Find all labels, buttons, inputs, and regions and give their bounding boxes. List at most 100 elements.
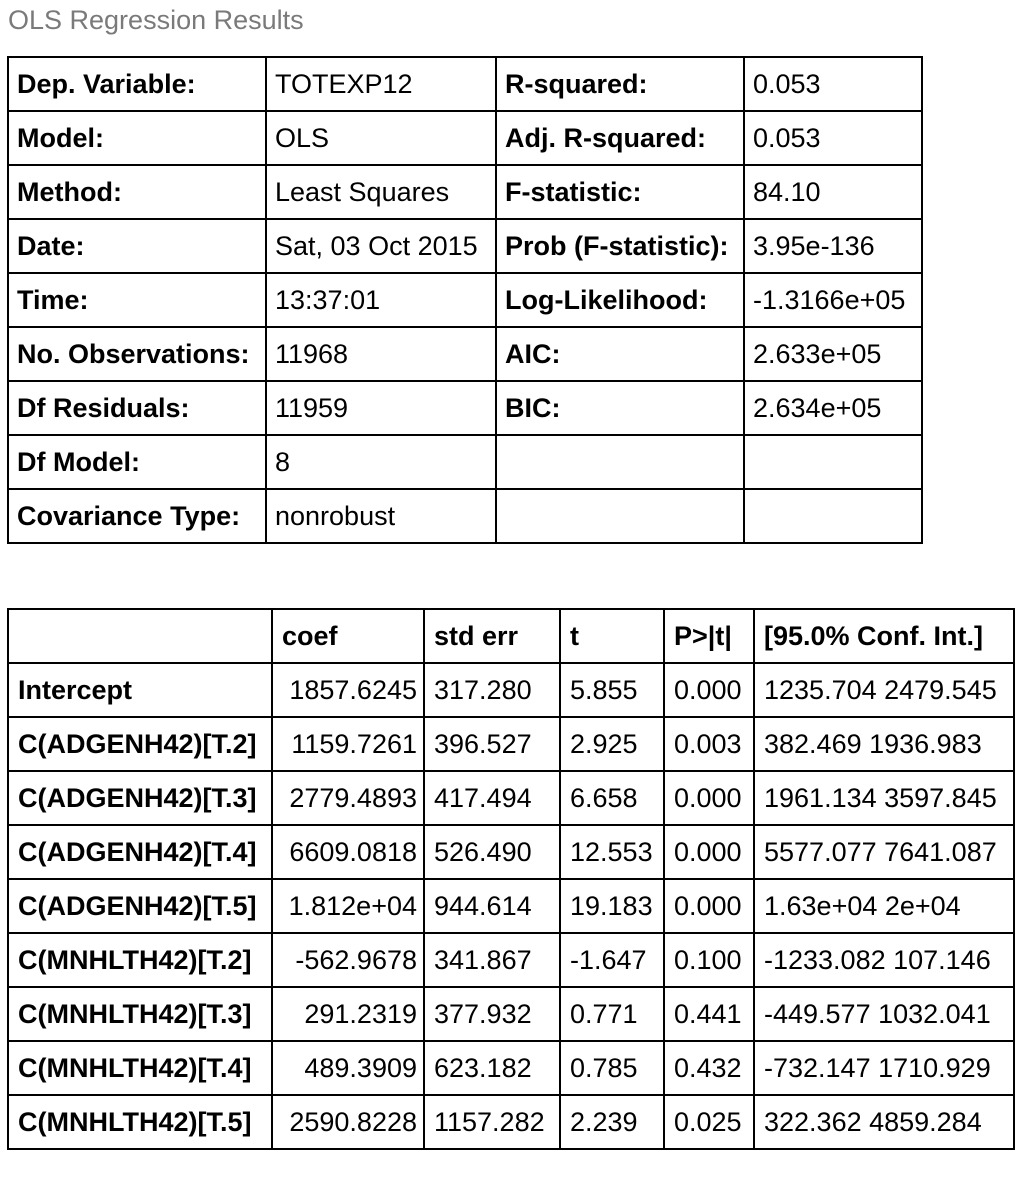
p-value: 0.000: [663, 662, 755, 718]
coef-row: Intercept 1857.6245 317.280 5.855 0.000 1235.…: [7, 662, 1015, 718]
term-name: C(MNHLTH42)[T.3]: [7, 986, 273, 1042]
std-err-value: 377.932: [423, 986, 561, 1042]
conf-int-value: 322.362 4859.284: [753, 1094, 1015, 1150]
coef-value: 2590.8228: [271, 1094, 425, 1150]
summary-label: Adj. R-squared:: [495, 110, 745, 166]
summary-label: Prob (F-statistic):: [495, 218, 745, 274]
term-name: C(MNHLTH42)[T.2]: [7, 932, 273, 988]
summary-value: 84.10: [743, 164, 923, 220]
conf-int-value: 382.469 1936.983: [753, 716, 1015, 772]
std-err-value: 944.614: [423, 878, 561, 934]
conf-int-value: 1961.134 3597.845: [753, 770, 1015, 826]
coef-row: C(ADGENH42)[T.5] 1.812e+04 944.614 19.183 0.…: [7, 878, 1015, 934]
summary-value: [743, 488, 923, 544]
summary-value: TOTEXP12: [265, 56, 497, 112]
summary-label: Dep. Variable:: [7, 56, 267, 112]
conf-int-value: 1235.704 2479.545: [753, 662, 1015, 718]
t-value: 5.855: [559, 662, 665, 718]
summary-label: Time:: [7, 272, 267, 328]
p-value: 0.003: [663, 716, 755, 772]
p-value: 0.432: [663, 1040, 755, 1096]
summary-value: Sat, 03 Oct 2015: [265, 218, 497, 274]
term-name: C(MNHLTH42)[T.4]: [7, 1040, 273, 1096]
summary-label: BIC:: [495, 380, 745, 436]
term-name: Intercept: [7, 662, 273, 718]
summary-label: AIC:: [495, 326, 745, 382]
p-value: 0.000: [663, 878, 755, 934]
coef-value: 6609.0818: [271, 824, 425, 880]
std-err-value: 317.280: [423, 662, 561, 718]
coefficients-table: coef std err t P>|t| [95.0% Conf. Int.] Inte…: [7, 608, 1015, 1150]
summary-row: Method: Least Squares F-statistic: 84.10: [7, 164, 923, 220]
t-value: 6.658: [559, 770, 665, 826]
coef-row: C(MNHLTH42)[T.5] 2590.8228 1157.282 2.239 0.…: [7, 1094, 1015, 1150]
coef-value: 1159.7261: [271, 716, 425, 772]
table-caption: OLS Regression Results: [8, 5, 304, 35]
summary-label: Df Model:: [7, 434, 267, 490]
p-value: 0.441: [663, 986, 755, 1042]
t-value: 2.239: [559, 1094, 665, 1150]
summary-label: [495, 434, 745, 490]
term-name: C(ADGENH42)[T.2]: [7, 716, 273, 772]
std-err-value: 526.490: [423, 824, 561, 880]
coef-row: C(MNHLTH42)[T.3] 291.2319 377.932 0.771 0.44…: [7, 986, 1015, 1042]
summary-value: [743, 434, 923, 490]
column-header: coef: [271, 608, 425, 664]
conf-int-value: -732.147 1710.929: [753, 1040, 1015, 1096]
coef-value: 1.812e+04: [271, 878, 425, 934]
summary-row: Date: Sat, 03 Oct 2015 Prob (F-statistic):…: [7, 218, 923, 274]
summary-label: R-squared:: [495, 56, 745, 112]
column-header: [95.0% Conf. Int.]: [753, 608, 1015, 664]
conf-int-value: -1233.082 107.146: [753, 932, 1015, 988]
summary-value: Least Squares: [265, 164, 497, 220]
column-header: P>|t|: [663, 608, 755, 664]
coef-row: C(MNHLTH42)[T.4] 489.3909 623.182 0.785 0.43…: [7, 1040, 1015, 1096]
coef-value: -562.9678: [271, 932, 425, 988]
coef-row: C(ADGENH42)[T.4] 6609.0818 526.490 12.553 0.…: [7, 824, 1015, 880]
coef-row: C(MNHLTH42)[T.2] -562.9678 341.867 -1.647 0.…: [7, 932, 1015, 988]
summary-value: 0.053: [743, 110, 923, 166]
coef-header-row: coef std err t P>|t| [95.0% Conf. Int.]: [7, 608, 1015, 664]
summary-row: Covariance Type: nonrobust: [7, 488, 923, 544]
summary-row: No. Observations: 11968 AIC: 2.633e+05: [7, 326, 923, 382]
p-value: 0.025: [663, 1094, 755, 1150]
coef-value: 291.2319: [271, 986, 425, 1042]
summary-row: Dep. Variable: TOTEXP12 R-squared: 0.053: [7, 56, 923, 112]
column-header: t: [559, 608, 665, 664]
summary-row: Df Model: 8: [7, 434, 923, 490]
t-value: 2.925: [559, 716, 665, 772]
std-err-value: 623.182: [423, 1040, 561, 1096]
t-value: 19.183: [559, 878, 665, 934]
summary-value: 8: [265, 434, 497, 490]
term-name: C(ADGENH42)[T.3]: [7, 770, 273, 826]
summary-value: 2.633e+05: [743, 326, 923, 382]
summary-value: -1.3166e+05: [743, 272, 923, 328]
summary-row: Model: OLS Adj. R-squared: 0.053: [7, 110, 923, 166]
summary-value: 13:37:01: [265, 272, 497, 328]
summary-label: Log-Likelihood:: [495, 272, 745, 328]
summary-label: Method:: [7, 164, 267, 220]
summary-row: Time: 13:37:01 Log-Likelihood: -1.3166e+05: [7, 272, 923, 328]
std-err-value: 1157.282: [423, 1094, 561, 1150]
summary-value: 11968: [265, 326, 497, 382]
conf-int-value: 5577.077 7641.087: [753, 824, 1015, 880]
conf-int-value: -449.577 1032.041: [753, 986, 1015, 1042]
column-header: [7, 608, 273, 664]
summary-label: Model:: [7, 110, 267, 166]
summary-label: F-statistic:: [495, 164, 745, 220]
coef-value: 2779.4893: [271, 770, 425, 826]
std-err-value: 396.527: [423, 716, 561, 772]
term-name: C(MNHLTH42)[T.5]: [7, 1094, 273, 1150]
t-value: 12.553: [559, 824, 665, 880]
p-value: 0.000: [663, 770, 755, 826]
summary-value: 2.634e+05: [743, 380, 923, 436]
std-err-value: 417.494: [423, 770, 561, 826]
summary-label: No. Observations:: [7, 326, 267, 382]
summary-label: Date:: [7, 218, 267, 274]
conf-int-value: 1.63e+04 2e+04: [753, 878, 1015, 934]
summary-value: 0.053: [743, 56, 923, 112]
term-name: C(ADGENH42)[T.5]: [7, 878, 273, 934]
coef-row: C(ADGENH42)[T.2] 1159.7261 396.527 2.925 0.0…: [7, 716, 1015, 772]
t-value: 0.771: [559, 986, 665, 1042]
coef-value: 1857.6245: [271, 662, 425, 718]
